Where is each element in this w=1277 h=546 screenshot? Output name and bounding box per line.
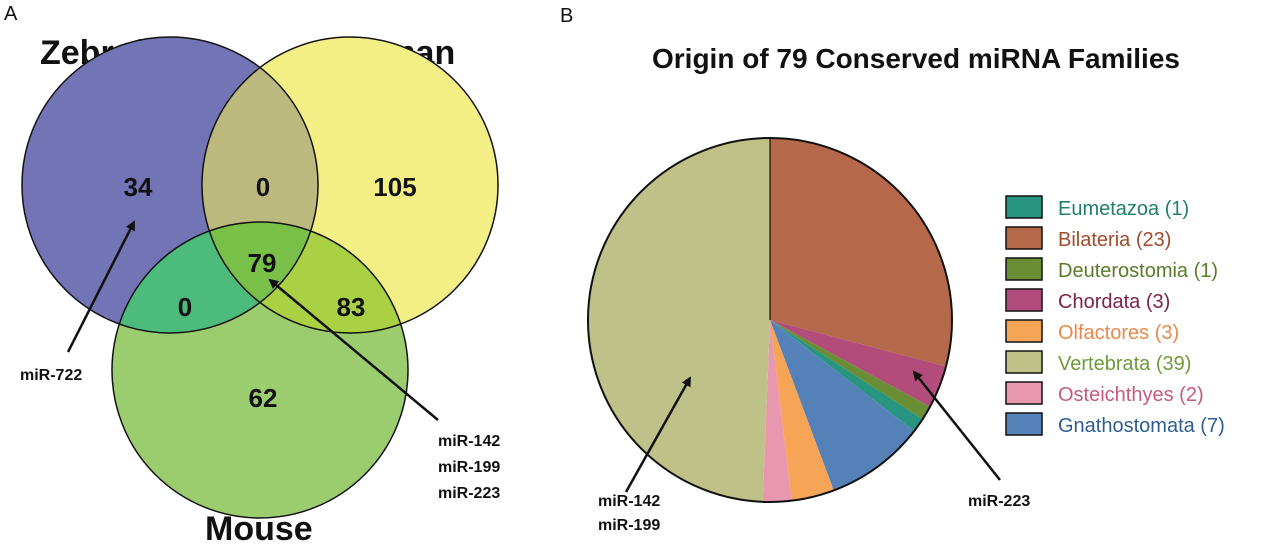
pie-slice-deuterostomia — [770, 320, 930, 420]
arrow-mir-722 — [66, 220, 136, 353]
legend-label-eumetazoa: Eumetazoa (1) — [1058, 198, 1189, 220]
legend-label-olfactores: Olfactores (3) — [1058, 322, 1179, 344]
venn-outline-mouse — [111, 221, 409, 519]
pie-slice-osteichthyes — [762, 320, 792, 503]
pie-slice-gnathostomata — [770, 320, 915, 491]
pie-chart — [587, 137, 952, 503]
legend-swatch-eumetazoa — [1005, 195, 1043, 219]
chart-title: Origin of 79 Conserved miRNA Families — [652, 43, 1180, 74]
legend-label-chordata: Chordata (3) — [1058, 291, 1170, 313]
annotation-pie-mir-199: miR-199 — [598, 517, 660, 534]
pie-slice-eumetazoa — [770, 320, 923, 432]
legend-label-deuterostomia: Deuterostomia (1) — [1058, 260, 1218, 282]
pie-slice-chordata — [770, 320, 946, 407]
legend-swatch-osteichthyes — [1005, 381, 1043, 405]
legend-label-gnathostomata: Gnathostomata (7) — [1058, 415, 1225, 437]
annotation-pie-mir-142: miR-142 — [598, 493, 660, 510]
legend-swatch-olfactores — [1005, 319, 1043, 343]
legend: Eumetazoa (1) Bilateria (23) Deuterostomia… — [1005, 195, 1225, 437]
venn-count-zebrafish-mouse: 0 — [178, 292, 192, 322]
venn-count-mouse-only: 62 — [249, 383, 278, 413]
arrow-pie-mir-142-199 — [624, 376, 692, 493]
venn-outline-zebrafish — [21, 36, 319, 334]
legend-swatch-gnathostomata — [1005, 412, 1043, 436]
venn-count-human-only: 105 — [373, 172, 416, 202]
pie-slice-vertebrata — [587, 137, 770, 502]
venn-region-human-mouse — [202, 222, 408, 333]
legend-swatch-vertebrata — [1005, 350, 1043, 374]
venn-count-zebrafish-human: 0 — [256, 172, 270, 202]
annotation-mir-722: miR-722 — [20, 367, 82, 384]
annotation-venn-mir-142: miR-142 — [438, 433, 500, 450]
legend-label-vertebrata: Vertebrata (39) — [1058, 353, 1191, 375]
arrow-mir-142-199-223-venn — [268, 278, 439, 421]
pie-slice-olfactores — [770, 320, 834, 501]
legend-swatch-bilateria — [1005, 226, 1043, 250]
legend-swatch-deuterostomia — [1005, 257, 1043, 281]
venn-outline-human — [201, 36, 499, 334]
venn-circles — [21, 36, 499, 519]
venn-count-human-mouse: 83 — [337, 292, 366, 322]
pie-slice-bilateria — [770, 138, 952, 367]
venn-count-zebrafish-only: 34 — [124, 172, 153, 202]
venn-region-zebrafish-mouse — [112, 222, 318, 333]
legend-swatch-chordata — [1005, 288, 1043, 312]
annotation-pie-mir-223: miR-223 — [968, 493, 1030, 510]
legend-label-bilateria: Bilateria (23) — [1058, 229, 1171, 251]
annotation-venn-mir-199: miR-199 — [438, 459, 500, 476]
venn-count-all-three: 79 — [248, 248, 277, 278]
annotation-venn-mir-223: miR-223 — [438, 485, 500, 502]
arrow-pie-mir-223 — [912, 370, 1001, 481]
panel-a-label: A — [4, 3, 18, 25]
legend-label-osteichthyes: Osteichthyes (2) — [1058, 384, 1204, 406]
panel-b-label: B — [560, 5, 573, 27]
pie-outline — [587, 137, 953, 503]
